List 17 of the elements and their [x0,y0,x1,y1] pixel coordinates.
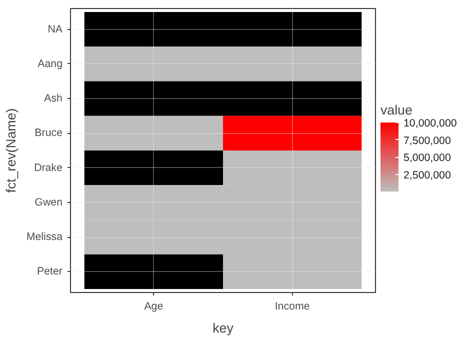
color-bar-label: 10,000,000 [404,118,457,130]
y-tick-label: Peter [37,266,63,278]
color-bar-label: 2,500,000 [404,169,451,182]
y-tick-label: Melissa [26,231,63,244]
y-tick-label: Ash [44,92,63,105]
color-bar-label: 5,000,000 [404,152,451,164]
x-tick-label: Age [144,300,164,312]
y-tick-label: Aang [38,58,63,70]
y-axis-title: fct_rev(Name) [3,108,18,193]
x-tick-label: Income [274,300,310,312]
y-tick-label: NA [48,23,64,36]
color-bar-label: 7,500,000 [404,134,451,147]
y-tick-label: Drake [34,162,63,174]
legend-title: value [380,102,412,118]
y-tick-label: Bruce [34,127,63,140]
y-tick-label: Gwen [34,196,63,208]
x-axis-title: key [212,320,234,336]
